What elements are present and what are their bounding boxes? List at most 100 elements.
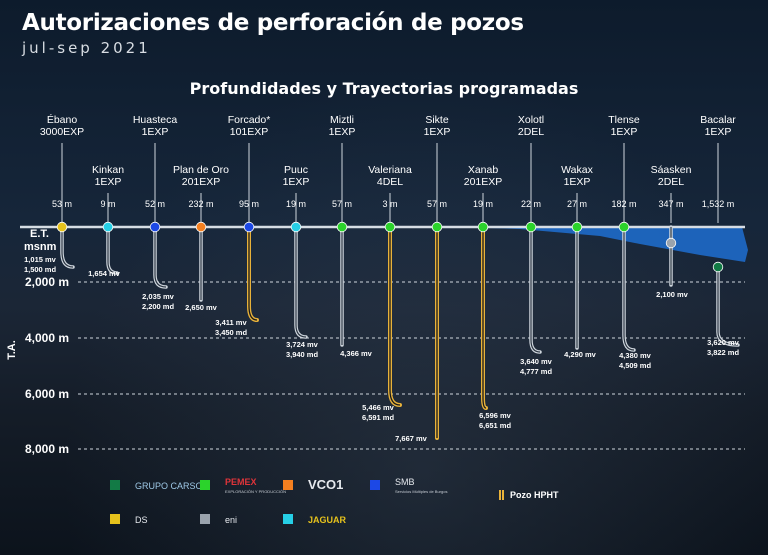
well-elevation: 52 m bbox=[145, 199, 165, 209]
well-elevation: 57 m bbox=[427, 199, 447, 209]
well-code: 1EXP bbox=[564, 176, 591, 188]
well-name: Kinkan bbox=[92, 164, 124, 176]
ta-axis-label: T.A. bbox=[6, 340, 18, 360]
well-elevation: 95 m bbox=[239, 199, 259, 209]
well-depth-annotation: 3,822 md bbox=[707, 348, 740, 357]
well-code: 3000EXP bbox=[40, 126, 84, 138]
well-depth-annotation: 4,380 mv bbox=[619, 351, 652, 360]
well-code: 1EXP bbox=[611, 126, 638, 138]
well-code: 1EXP bbox=[283, 176, 310, 188]
legend-swatch-jaguar bbox=[283, 514, 293, 524]
well-bore-inner bbox=[107, 227, 118, 274]
well-marker bbox=[56, 221, 68, 233]
well-elevation: 182 m bbox=[611, 199, 636, 209]
well-elevation: 347 m bbox=[658, 199, 683, 209]
legend-swatch-pemex bbox=[200, 480, 210, 490]
well-marker bbox=[431, 221, 443, 233]
well-depth-annotation: 2,200 md bbox=[142, 302, 175, 311]
well-depth-annotation: 2,035 mv bbox=[142, 292, 175, 301]
reference-label-et: E.T. bbox=[30, 228, 49, 240]
well-marker bbox=[195, 221, 207, 233]
well-elevation: 27 m bbox=[567, 199, 587, 209]
well-code: 2DEL bbox=[518, 126, 544, 138]
well-bore-inner bbox=[623, 227, 635, 351]
page-title: Autorizaciones de perforación de pozos bbox=[22, 10, 524, 36]
well-name: Xanab bbox=[468, 164, 499, 176]
well-depth-annotation: 3,940 md bbox=[286, 350, 319, 359]
legend: GRUPO CARSO PEMEX EXPLORACIÓN Y PRODUCCIÓN… bbox=[110, 477, 559, 525]
well-depth-annotation: 3,724 mv bbox=[286, 340, 319, 349]
well-elevation: 57 m bbox=[332, 199, 352, 209]
well-code: 1EXP bbox=[142, 126, 169, 138]
well-marker bbox=[149, 221, 161, 233]
well-elevation: 19 m bbox=[473, 199, 493, 209]
well-bore-inner bbox=[154, 227, 167, 288]
well-name: Plan de Oro bbox=[173, 164, 229, 176]
well-name: Forcado* bbox=[228, 114, 271, 126]
depth-tick-label: 6,000 m bbox=[25, 387, 69, 401]
well-marker bbox=[290, 221, 302, 233]
well-bore-hpht-inner bbox=[482, 227, 487, 409]
well-elevation: 53 m bbox=[52, 199, 72, 209]
well-code: 2DEL bbox=[658, 176, 684, 188]
well-bore bbox=[153, 225, 168, 289]
well-code: 4DEL bbox=[377, 176, 403, 188]
well-depth-annotation: 5,466 mv bbox=[362, 403, 395, 412]
well-marker bbox=[712, 261, 724, 273]
well-depth-annotation: 7,667 mv bbox=[395, 434, 428, 443]
well-code: 101EXP bbox=[230, 126, 269, 138]
well-marker bbox=[384, 221, 396, 233]
well-name: Wakax bbox=[561, 164, 593, 176]
well-name: Huasteca bbox=[133, 114, 178, 126]
well-name: Valeriana bbox=[368, 164, 412, 176]
well-depth-annotation: 1,654 mv bbox=[88, 269, 121, 278]
well-bore-inner bbox=[61, 227, 74, 268]
depth-tick-label: 2,000 m bbox=[25, 275, 69, 289]
well-depth-annotation: 1,015 mv bbox=[24, 255, 57, 264]
well-elevation: 3 m bbox=[382, 199, 397, 209]
legend-logo-jaguar: JAGUAR bbox=[308, 515, 347, 525]
well-bore bbox=[716, 265, 740, 347]
well-depth-annotation: 2,100 mv bbox=[656, 290, 689, 299]
well-depth-annotation: 6,596 mv bbox=[479, 411, 512, 420]
well-depth-annotation: 6,591 md bbox=[362, 413, 395, 422]
well-depth-annotation: 3,640 mv bbox=[520, 357, 553, 366]
well-name: Xolotl bbox=[518, 114, 544, 126]
well-depth-annotation: 4,777 md bbox=[520, 367, 553, 376]
well-marker bbox=[243, 221, 255, 233]
well-marker bbox=[665, 237, 677, 249]
well-code: 201EXP bbox=[182, 176, 221, 188]
diagram-heading: Profundidades y Trayectorias programadas bbox=[189, 79, 579, 98]
well-elevation: 232 m bbox=[188, 199, 213, 209]
well-bore-hpht-outer bbox=[388, 225, 402, 407]
well-name: Miztli bbox=[330, 114, 354, 126]
well-bore bbox=[529, 225, 542, 354]
well-bore-inner bbox=[717, 267, 739, 346]
well-name: Tlense bbox=[608, 114, 640, 126]
well-marker bbox=[618, 221, 630, 233]
well-bore bbox=[622, 225, 636, 352]
well-bore-hpht-inner bbox=[248, 227, 258, 321]
well-elevation: 1,532 m bbox=[702, 199, 735, 209]
well-code: 1EXP bbox=[329, 126, 356, 138]
well-depth-annotation: 3,620 mv bbox=[707, 338, 740, 347]
well-marker bbox=[477, 221, 489, 233]
well-code: 1EXP bbox=[424, 126, 451, 138]
well-depth-annotation: 2,650 mv bbox=[185, 303, 218, 312]
page-subtitle: jul-sep 2021 bbox=[22, 39, 151, 57]
legend-logo-ds: DS bbox=[135, 515, 148, 525]
well-depth-annotation: 4,290 mv bbox=[564, 350, 597, 359]
well-4: Forcado*101EXP 95 m 3,411 mv3,450 md bbox=[215, 114, 270, 337]
well-bore-inner bbox=[530, 227, 541, 353]
well-bore-inner bbox=[295, 227, 307, 338]
